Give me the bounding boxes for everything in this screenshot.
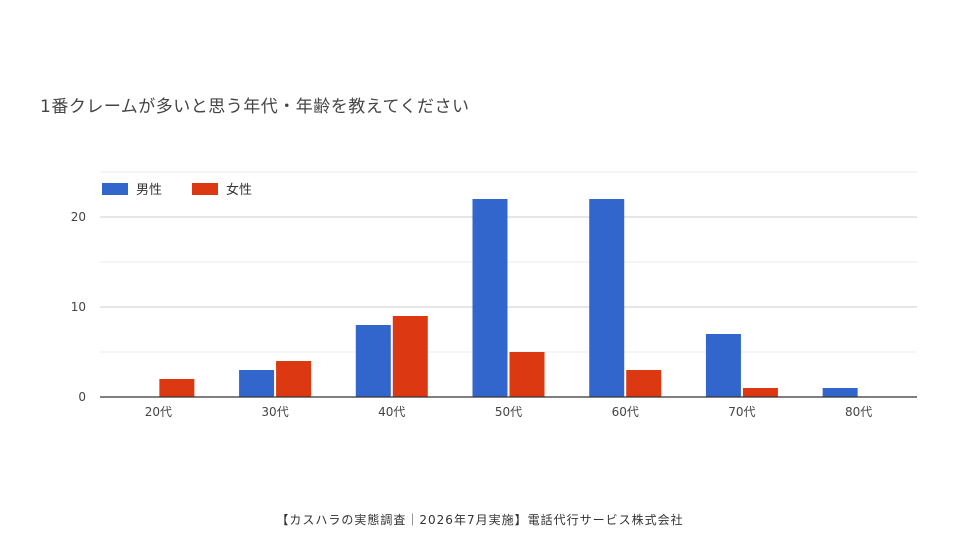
chart-title: 1番クレームが多いと思う年代・年齢を教えてください bbox=[40, 97, 470, 117]
x-tick-label: 70代 bbox=[728, 405, 755, 419]
footer-credit: 【カスハラの実態調査｜2026年7月実施】電話代行サービス株式会社 bbox=[276, 513, 684, 527]
x-tick-label: 80代 bbox=[845, 405, 872, 419]
x-tick-label: 40代 bbox=[378, 405, 405, 419]
bar-male bbox=[822, 388, 858, 397]
x-tick-label: 60代 bbox=[612, 405, 639, 419]
bar-female bbox=[509, 352, 545, 397]
bar-male bbox=[472, 199, 508, 397]
bar-female bbox=[159, 379, 195, 397]
legend-swatch-female bbox=[192, 182, 219, 195]
x-tick-label: 30代 bbox=[261, 405, 288, 419]
legend-swatch-male bbox=[102, 182, 128, 195]
bar-female bbox=[392, 316, 428, 397]
bar-male bbox=[355, 325, 391, 397]
legend-item-female: 女性 bbox=[192, 179, 252, 198]
y-tick-label: 0 bbox=[78, 390, 86, 404]
bar-male bbox=[589, 199, 625, 397]
bar-female bbox=[276, 361, 312, 397]
x-tick-label: 20代 bbox=[145, 405, 172, 419]
legend: 男性 女性 bbox=[102, 179, 282, 198]
bar-female bbox=[626, 370, 662, 397]
bar-male bbox=[239, 370, 275, 397]
bar-female bbox=[742, 388, 778, 397]
x-tick-label: 50代 bbox=[495, 405, 522, 419]
y-tick-label: 20 bbox=[71, 210, 86, 224]
legend-label-male: 男性 bbox=[136, 183, 163, 198]
bar-male bbox=[705, 334, 741, 397]
legend-label-female: 女性 bbox=[226, 183, 253, 198]
legend-item-male: 男性 bbox=[102, 179, 162, 198]
y-tick-label: 10 bbox=[71, 300, 86, 314]
